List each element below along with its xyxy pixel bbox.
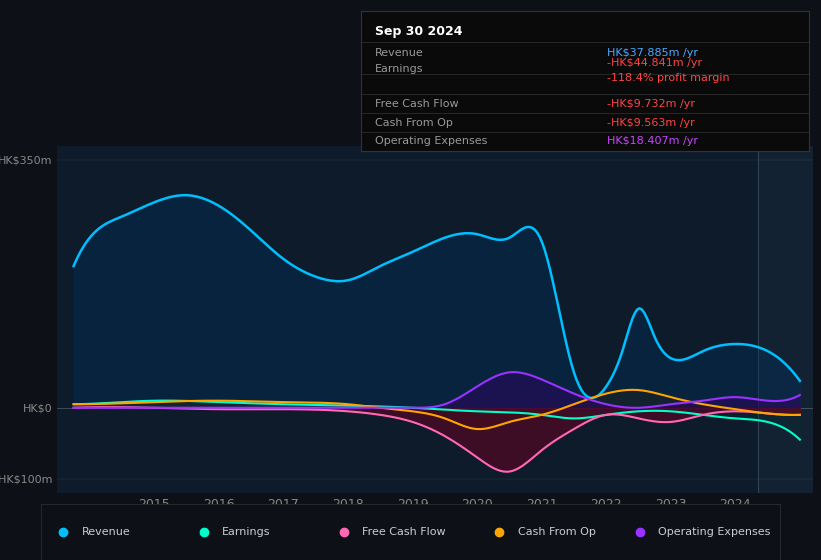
- Text: Free Cash Flow: Free Cash Flow: [374, 99, 458, 109]
- Text: Revenue: Revenue: [374, 48, 424, 58]
- Text: HK$37.885m /yr: HK$37.885m /yr: [608, 48, 699, 58]
- Text: -118.4% profit margin: -118.4% profit margin: [608, 73, 730, 83]
- Text: Operating Expenses: Operating Expenses: [658, 527, 770, 537]
- Text: Cash From Op: Cash From Op: [518, 527, 595, 537]
- Text: Earnings: Earnings: [222, 527, 271, 537]
- Text: Revenue: Revenue: [82, 527, 131, 537]
- Text: -HK$9.563m /yr: -HK$9.563m /yr: [608, 118, 695, 128]
- Text: Earnings: Earnings: [374, 64, 423, 73]
- Bar: [758, 146, 813, 493]
- Text: Cash From Op: Cash From Op: [374, 118, 452, 128]
- Text: -HK$44.841m /yr: -HK$44.841m /yr: [608, 58, 703, 68]
- Text: Operating Expenses: Operating Expenses: [374, 137, 487, 146]
- Text: -HK$9.732m /yr: -HK$9.732m /yr: [608, 99, 695, 109]
- Text: Sep 30 2024: Sep 30 2024: [374, 25, 462, 38]
- Text: Free Cash Flow: Free Cash Flow: [363, 527, 446, 537]
- Text: HK$18.407m /yr: HK$18.407m /yr: [608, 137, 699, 146]
